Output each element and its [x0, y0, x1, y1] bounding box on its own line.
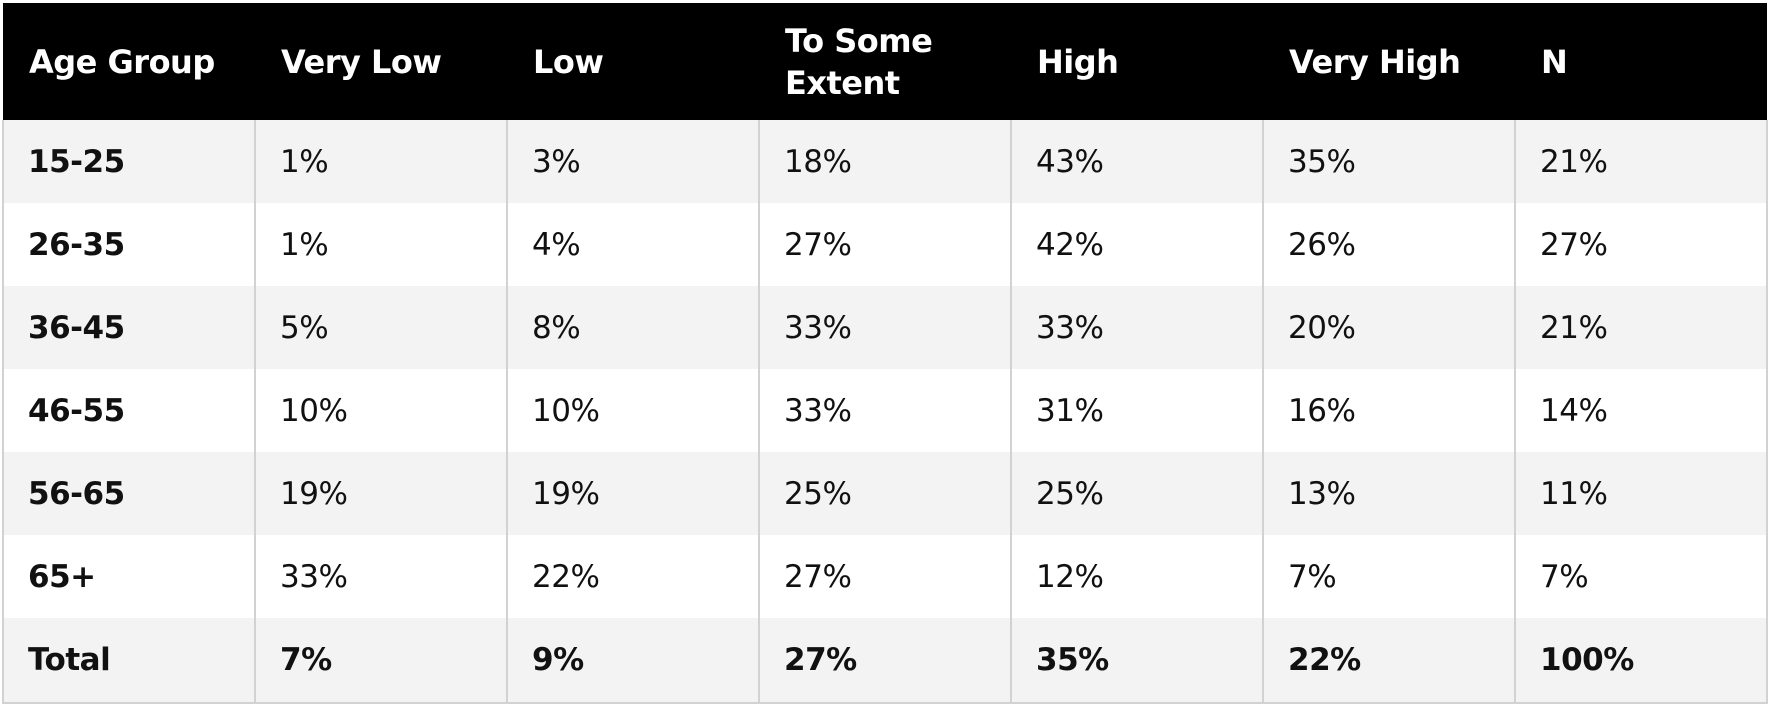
table-cell: 25% — [758, 452, 1011, 535]
table-cell: 8% — [506, 286, 759, 369]
table-cell: 3% — [506, 120, 759, 203]
table-cell: 31% — [1010, 369, 1263, 452]
table-cell: 27% — [758, 203, 1011, 286]
header-cell-high: High — [1011, 3, 1263, 120]
total-cell: 22% — [1262, 618, 1515, 704]
table-row: 56-65 19% 19% 25% 25% 13% 11% — [2, 452, 1768, 535]
age-group-cell: 65+ — [2, 535, 255, 618]
table-cell: 33% — [758, 369, 1011, 452]
total-cell: 7% — [254, 618, 507, 704]
table-cell: 26% — [1262, 203, 1515, 286]
header-cell-to-some-extent: To Some Extent — [759, 3, 1011, 120]
header-cell-very-high: Very High — [1263, 3, 1515, 120]
data-table-container: Age Group Very Low Low To Some Extent Hi… — [2, 3, 1768, 704]
table-cell: 5% — [254, 286, 507, 369]
table-cell: 27% — [1514, 203, 1768, 286]
age-group-cell: 46-55 — [2, 369, 255, 452]
total-label-cell: Total — [2, 618, 255, 704]
table-cell: 10% — [254, 369, 507, 452]
total-cell: 9% — [506, 618, 759, 704]
age-group-cell: 26-35 — [2, 203, 255, 286]
table-cell: 18% — [758, 120, 1011, 203]
table-cell: 1% — [254, 120, 507, 203]
table-cell: 10% — [506, 369, 759, 452]
table-row: 36-45 5% 8% 33% 33% 20% 21% — [2, 286, 1768, 369]
table-cell: 7% — [1514, 535, 1768, 618]
table-cell: 4% — [506, 203, 759, 286]
table-cell: 25% — [1010, 452, 1263, 535]
total-row: Total 7% 9% 27% 35% 22% 100% — [2, 618, 1768, 704]
header-cell-age-group: Age Group — [3, 3, 255, 120]
table-body: 15-25 1% 3% 18% 43% 35% 21% 26-35 1% 4% … — [2, 120, 1768, 704]
table-cell: 19% — [254, 452, 507, 535]
table-cell: 11% — [1514, 452, 1768, 535]
header-cell-very-low: Very Low — [255, 3, 507, 120]
table-cell: 12% — [1010, 535, 1263, 618]
header-row: Age Group Very Low Low To Some Extent Hi… — [3, 3, 1767, 120]
table-cell: 19% — [506, 452, 759, 535]
table-row: 15-25 1% 3% 18% 43% 35% 21% — [2, 120, 1768, 203]
table-row: 26-35 1% 4% 27% 42% 26% 27% — [2, 203, 1768, 286]
table-cell: 35% — [1262, 120, 1515, 203]
table-cell: 21% — [1514, 286, 1768, 369]
table-cell: 42% — [1010, 203, 1263, 286]
header-cell-n: N — [1515, 3, 1767, 120]
total-cell: 35% — [1010, 618, 1263, 704]
total-cell: 27% — [758, 618, 1011, 704]
table-header: Age Group Very Low Low To Some Extent Hi… — [3, 3, 1767, 120]
table-cell: 43% — [1010, 120, 1263, 203]
total-cell: 100% — [1514, 618, 1768, 704]
table-cell: 21% — [1514, 120, 1768, 203]
table-cell: 20% — [1262, 286, 1515, 369]
header-cell-low: Low — [507, 3, 759, 120]
table-cell: 22% — [506, 535, 759, 618]
table-cell: 7% — [1262, 535, 1515, 618]
table-cell: 33% — [254, 535, 507, 618]
table-cell: 27% — [758, 535, 1011, 618]
table-cell: 14% — [1514, 369, 1768, 452]
age-group-cell: 36-45 — [2, 286, 255, 369]
age-group-table: Age Group Very Low Low To Some Extent Hi… — [2, 3, 1768, 704]
table-row: 46-55 10% 10% 33% 31% 16% 14% — [2, 369, 1768, 452]
table-cell: 1% — [254, 203, 507, 286]
table-cell: 33% — [1010, 286, 1263, 369]
age-group-cell: 56-65 — [2, 452, 255, 535]
table-cell: 33% — [758, 286, 1011, 369]
table-row: 65+ 33% 22% 27% 12% 7% 7% — [2, 535, 1768, 618]
table-cell: 16% — [1262, 369, 1515, 452]
age-group-cell: 15-25 — [2, 120, 255, 203]
table-cell: 13% — [1262, 452, 1515, 535]
